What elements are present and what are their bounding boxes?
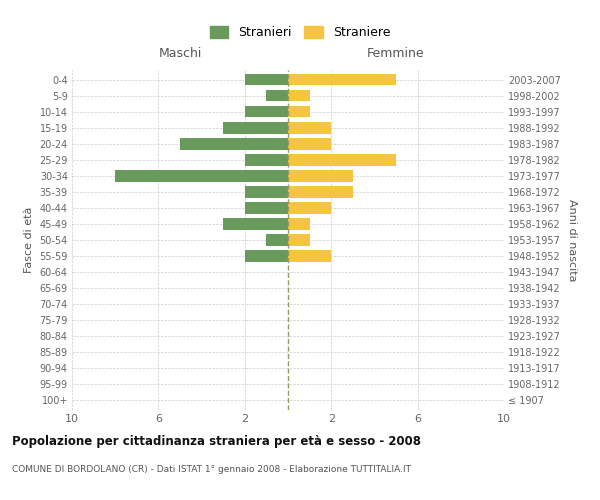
Text: Femmine: Femmine bbox=[367, 48, 425, 60]
Bar bbox=[223, 122, 288, 134]
Bar bbox=[223, 218, 288, 230]
Bar bbox=[288, 154, 396, 166]
Bar bbox=[288, 218, 310, 230]
Bar bbox=[288, 122, 331, 134]
Bar bbox=[288, 234, 310, 246]
Bar bbox=[266, 90, 288, 102]
Bar bbox=[245, 74, 288, 86]
Bar bbox=[245, 202, 288, 213]
Text: Popolazione per cittadinanza straniera per età e sesso - 2008: Popolazione per cittadinanza straniera p… bbox=[12, 435, 421, 448]
Y-axis label: Anni di nascita: Anni di nascita bbox=[566, 198, 577, 281]
Bar bbox=[288, 202, 331, 213]
Text: COMUNE DI BORDOLANO (CR) - Dati ISTAT 1° gennaio 2008 - Elaborazione TUTTITALIA.: COMUNE DI BORDOLANO (CR) - Dati ISTAT 1°… bbox=[12, 465, 411, 474]
Bar bbox=[288, 186, 353, 198]
Bar bbox=[288, 138, 331, 149]
Bar bbox=[245, 106, 288, 118]
Bar bbox=[115, 170, 288, 181]
Bar bbox=[245, 154, 288, 166]
Bar bbox=[288, 250, 331, 262]
Bar bbox=[288, 74, 396, 86]
Legend: Stranieri, Straniere: Stranieri, Straniere bbox=[205, 21, 395, 44]
Y-axis label: Fasce di età: Fasce di età bbox=[24, 207, 34, 273]
Bar bbox=[245, 250, 288, 262]
Bar bbox=[266, 234, 288, 246]
Bar bbox=[288, 170, 353, 181]
Bar bbox=[288, 106, 310, 118]
Bar bbox=[245, 186, 288, 198]
Bar bbox=[180, 138, 288, 149]
Text: Maschi: Maschi bbox=[158, 48, 202, 60]
Bar bbox=[288, 90, 310, 102]
